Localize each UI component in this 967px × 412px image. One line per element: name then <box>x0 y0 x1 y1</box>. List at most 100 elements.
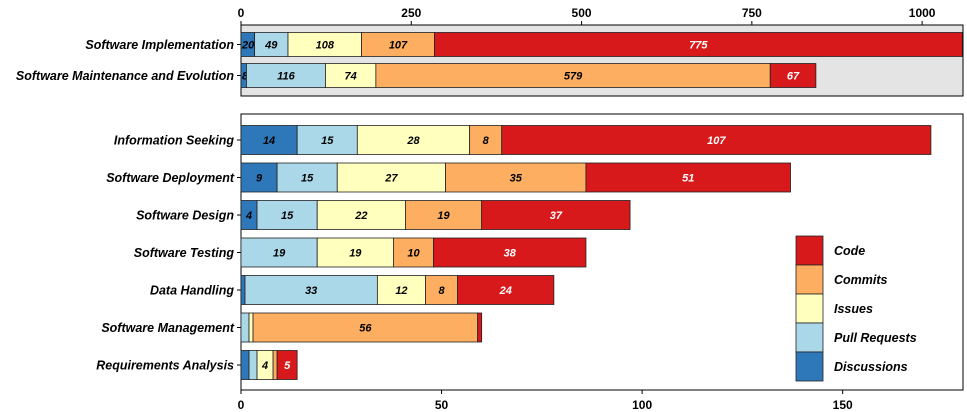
bar-segment-discussions <box>240 162 278 193</box>
legend-label-code: Code <box>834 244 865 258</box>
category-label-software-maintenance-and-evolution: Software Maintenance and Evolution <box>16 69 234 83</box>
category-label-data-handling: Data Handling <box>150 284 234 298</box>
category-label-information-seeking: Information Seeking <box>114 134 235 148</box>
bar-segment-issues <box>248 312 254 343</box>
data-label: 4 <box>261 360 268 372</box>
data-label: 33 <box>305 285 317 297</box>
data-label: 38 <box>504 248 517 260</box>
data-label: 22 <box>354 210 367 222</box>
bar-segment-pull-requests <box>240 237 318 268</box>
data-label: 116 <box>277 71 295 83</box>
data-label: 4 <box>245 210 252 222</box>
bar-segment-code <box>585 162 791 193</box>
bar-segment-commits <box>393 237 434 268</box>
x-tick-label: 150 <box>833 398 853 412</box>
data-label: 28 <box>406 135 420 147</box>
data-label: 107 <box>707 135 726 147</box>
data-label: 14 <box>263 135 275 147</box>
legend-label-discussions: Discussions <box>834 360 908 374</box>
data-label: 108 <box>316 40 335 52</box>
data-label: 74 <box>345 71 357 83</box>
data-label: 37 <box>550 210 563 222</box>
category-label-requirements-analysis: Requirements Analysis <box>96 359 234 373</box>
data-label: 12 <box>395 285 407 297</box>
legend-swatch-issues <box>795 293 824 324</box>
data-label: 8 <box>242 71 249 83</box>
data-label: 24 <box>499 285 512 297</box>
bar-segment-code <box>769 63 817 88</box>
legend-swatch-discussions <box>795 351 824 382</box>
bar-segment-code <box>481 200 631 230</box>
x-tick-label: 500 <box>572 6 592 20</box>
data-label: 15 <box>321 135 334 147</box>
bar-segment-discussions <box>240 125 298 155</box>
bar-segment-issues <box>336 162 446 193</box>
top-panel: 0 250 500 750 1000 Software Implementation 20 4… <box>16 6 964 97</box>
data-label: 19 <box>349 248 362 260</box>
data-label: 20 <box>241 40 255 52</box>
x-tick-label: 1000 <box>909 6 936 20</box>
category-label-software-testing: Software Testing <box>134 246 235 260</box>
category-label-software-management: Software Management <box>101 321 235 335</box>
data-label: 51 <box>682 173 694 185</box>
bar-segment-pull-requests <box>276 162 338 193</box>
bar-segment-issues <box>316 200 406 230</box>
data-label: 5 <box>284 360 291 372</box>
bar-segment-pull-requests <box>248 350 258 380</box>
legend-swatch-commits <box>795 264 824 295</box>
data-label: 9 <box>256 173 263 185</box>
bar-segment-commits <box>252 312 479 343</box>
x-tick-label: 750 <box>742 6 762 20</box>
bar-segment-code <box>433 237 587 268</box>
bar-segment-commits <box>361 32 435 57</box>
x-tick-label: 100 <box>632 398 652 412</box>
legend-swatch-code <box>795 235 824 266</box>
data-label: 35 <box>510 173 523 185</box>
data-label: 27 <box>384 173 398 185</box>
bar-segment-code <box>276 350 298 380</box>
data-label: 67 <box>787 71 800 83</box>
category-label-software-implementation: Software Implementation <box>85 38 234 52</box>
data-label: 56 <box>359 323 372 335</box>
bar-segment-issues <box>376 275 426 305</box>
data-label: 49 <box>264 40 278 52</box>
data-label: 8 <box>483 135 490 147</box>
legend-label-pull-requests: Pull Requests <box>834 331 917 345</box>
bar-segment-pull-requests <box>240 312 250 343</box>
bar-segment-pull-requests <box>256 200 318 230</box>
category-label-software-deployment: Software Deployment <box>106 171 235 185</box>
bar-segment-code <box>477 312 483 343</box>
x-tick-label: 0 <box>238 6 245 20</box>
legend: Code Commits Issues Pull Requests Discussion… <box>795 235 917 382</box>
bar-segment-commits <box>425 275 458 305</box>
legend-label-commits: Commits <box>834 273 888 287</box>
bottom-panel: 0 50 100 150 Information Seeking 14 15 28 8 107 So… <box>96 113 964 412</box>
bar-segment-issues <box>316 237 394 268</box>
data-label: 8 <box>438 285 445 297</box>
bar-segment-code <box>501 125 932 155</box>
bar-segment-code <box>434 32 963 57</box>
bar-segment-issues <box>287 32 362 57</box>
x-tick-label: 50 <box>435 398 449 412</box>
data-label: 107 <box>389 40 408 52</box>
data-label: 15 <box>301 173 314 185</box>
data-label: 19 <box>273 248 286 260</box>
category-label-software-design: Software Design <box>136 209 234 223</box>
data-label: 10 <box>407 248 420 260</box>
bar-segment-commits <box>405 200 483 230</box>
bar-segment-code <box>457 275 555 305</box>
bar-segment-pull-requests <box>244 275 378 305</box>
bar-segment-commits <box>445 162 587 193</box>
data-label: 579 <box>564 71 583 83</box>
bar-segment-pull-requests <box>246 63 326 88</box>
legend-label-issues: Issues <box>834 302 873 316</box>
bar-segment-issues <box>325 63 377 88</box>
data-label: 15 <box>281 210 294 222</box>
x-tick-label: 0 <box>238 398 245 412</box>
bar-segment-commits <box>272 350 278 380</box>
data-label: 775 <box>689 40 708 52</box>
data-label: 19 <box>437 210 450 222</box>
bar-segment-discussions <box>240 350 250 380</box>
x-tick-label: 250 <box>401 6 421 20</box>
